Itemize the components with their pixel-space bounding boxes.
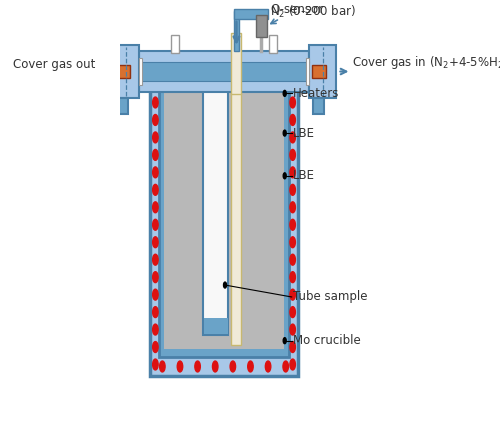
- Text: Tube sample: Tube sample: [292, 290, 367, 304]
- Circle shape: [290, 80, 296, 91]
- Text: Mo crucible: Mo crucible: [292, 334, 360, 347]
- Bar: [306, 58, 308, 85]
- Circle shape: [224, 282, 226, 288]
- Circle shape: [152, 219, 158, 230]
- Circle shape: [290, 307, 296, 318]
- Circle shape: [283, 90, 286, 96]
- Circle shape: [248, 361, 253, 372]
- Circle shape: [152, 80, 158, 91]
- Bar: [308, 45, 336, 99]
- Circle shape: [283, 130, 286, 136]
- Circle shape: [283, 361, 288, 372]
- Circle shape: [290, 324, 296, 335]
- Bar: [256, 15, 267, 37]
- Circle shape: [152, 324, 158, 335]
- Text: LBE: LBE: [292, 170, 314, 182]
- Circle shape: [290, 184, 296, 195]
- Bar: [203, 77, 228, 335]
- Circle shape: [212, 361, 218, 372]
- Circle shape: [160, 361, 165, 372]
- Circle shape: [152, 132, 158, 143]
- Circle shape: [152, 359, 158, 370]
- Circle shape: [283, 338, 286, 344]
- Bar: [160, 64, 288, 357]
- Circle shape: [152, 167, 158, 178]
- Circle shape: [152, 202, 158, 213]
- Circle shape: [290, 97, 296, 108]
- Circle shape: [290, 167, 296, 178]
- Bar: [172, 35, 179, 53]
- Circle shape: [152, 114, 158, 125]
- Circle shape: [230, 361, 235, 372]
- Circle shape: [152, 342, 158, 353]
- Bar: [204, 318, 228, 334]
- Circle shape: [290, 149, 296, 160]
- Circle shape: [290, 237, 296, 248]
- Circle shape: [290, 62, 296, 73]
- Circle shape: [152, 272, 158, 283]
- Circle shape: [195, 361, 200, 372]
- Circle shape: [152, 184, 158, 195]
- Circle shape: [290, 132, 296, 143]
- Text: Cover gas in (N$_2$+4-5%H$_2$): Cover gas in (N$_2$+4-5%H$_2$): [352, 53, 500, 71]
- Circle shape: [152, 237, 158, 248]
- Circle shape: [290, 219, 296, 230]
- Bar: [140, 62, 308, 81]
- Circle shape: [290, 342, 296, 353]
- Bar: [116, 99, 128, 114]
- Circle shape: [152, 289, 158, 300]
- Bar: [232, 33, 241, 94]
- Text: N$_2$ (0-200 bar): N$_2$ (0-200 bar): [270, 4, 356, 20]
- Circle shape: [290, 289, 296, 300]
- Circle shape: [152, 307, 158, 318]
- Text: Cover gas out: Cover gas out: [14, 57, 96, 71]
- Bar: [232, 51, 241, 345]
- Circle shape: [266, 361, 271, 372]
- Bar: [269, 35, 276, 53]
- Bar: [150, 56, 298, 376]
- Circle shape: [290, 114, 296, 125]
- Bar: [140, 51, 308, 92]
- Circle shape: [152, 254, 158, 265]
- Bar: [140, 58, 142, 85]
- Circle shape: [290, 202, 296, 213]
- Bar: [164, 71, 284, 349]
- Circle shape: [152, 62, 158, 73]
- Circle shape: [177, 361, 182, 372]
- Text: LBE: LBE: [292, 127, 314, 140]
- Bar: [234, 11, 239, 51]
- Circle shape: [290, 254, 296, 265]
- Circle shape: [152, 149, 158, 160]
- Text: Heaters: Heaters: [292, 87, 339, 100]
- Circle shape: [290, 272, 296, 283]
- Bar: [114, 64, 130, 78]
- Circle shape: [283, 173, 286, 179]
- Bar: [112, 45, 140, 99]
- Bar: [312, 64, 326, 78]
- Bar: [312, 99, 324, 114]
- Circle shape: [152, 97, 158, 108]
- Bar: [234, 9, 268, 19]
- Circle shape: [290, 359, 296, 370]
- Text: O-sensor: O-sensor: [270, 3, 324, 24]
